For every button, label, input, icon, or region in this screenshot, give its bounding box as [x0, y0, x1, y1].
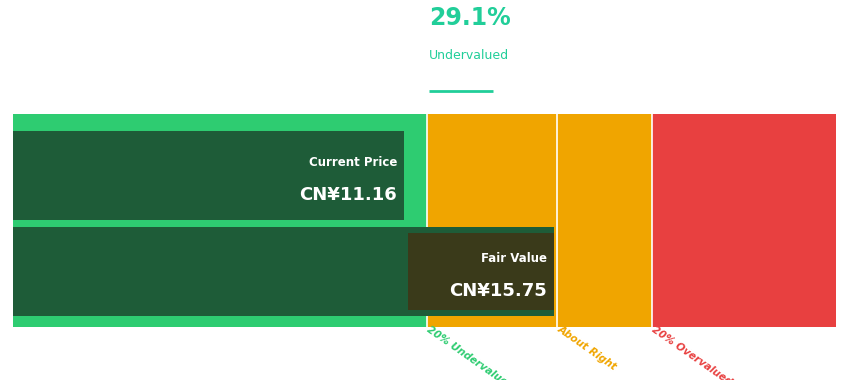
Bar — [651, 114, 835, 327]
Text: CN¥11.16: CN¥11.16 — [299, 186, 397, 204]
Text: Undervalued: Undervalued — [429, 49, 509, 62]
Text: 29.1%: 29.1% — [429, 6, 510, 30]
Text: Fair Value: Fair Value — [481, 252, 546, 264]
Bar — [13, 227, 553, 316]
Bar — [426, 114, 651, 327]
Text: 20% Overvalued: 20% Overvalued — [649, 324, 733, 380]
Bar — [13, 114, 426, 327]
Bar — [407, 233, 553, 310]
Text: About Right: About Right — [555, 324, 618, 372]
Text: Current Price: Current Price — [308, 156, 397, 169]
Text: 20% Undervalued: 20% Undervalued — [424, 324, 515, 380]
Text: CN¥15.75: CN¥15.75 — [449, 282, 546, 300]
Bar — [13, 131, 403, 220]
